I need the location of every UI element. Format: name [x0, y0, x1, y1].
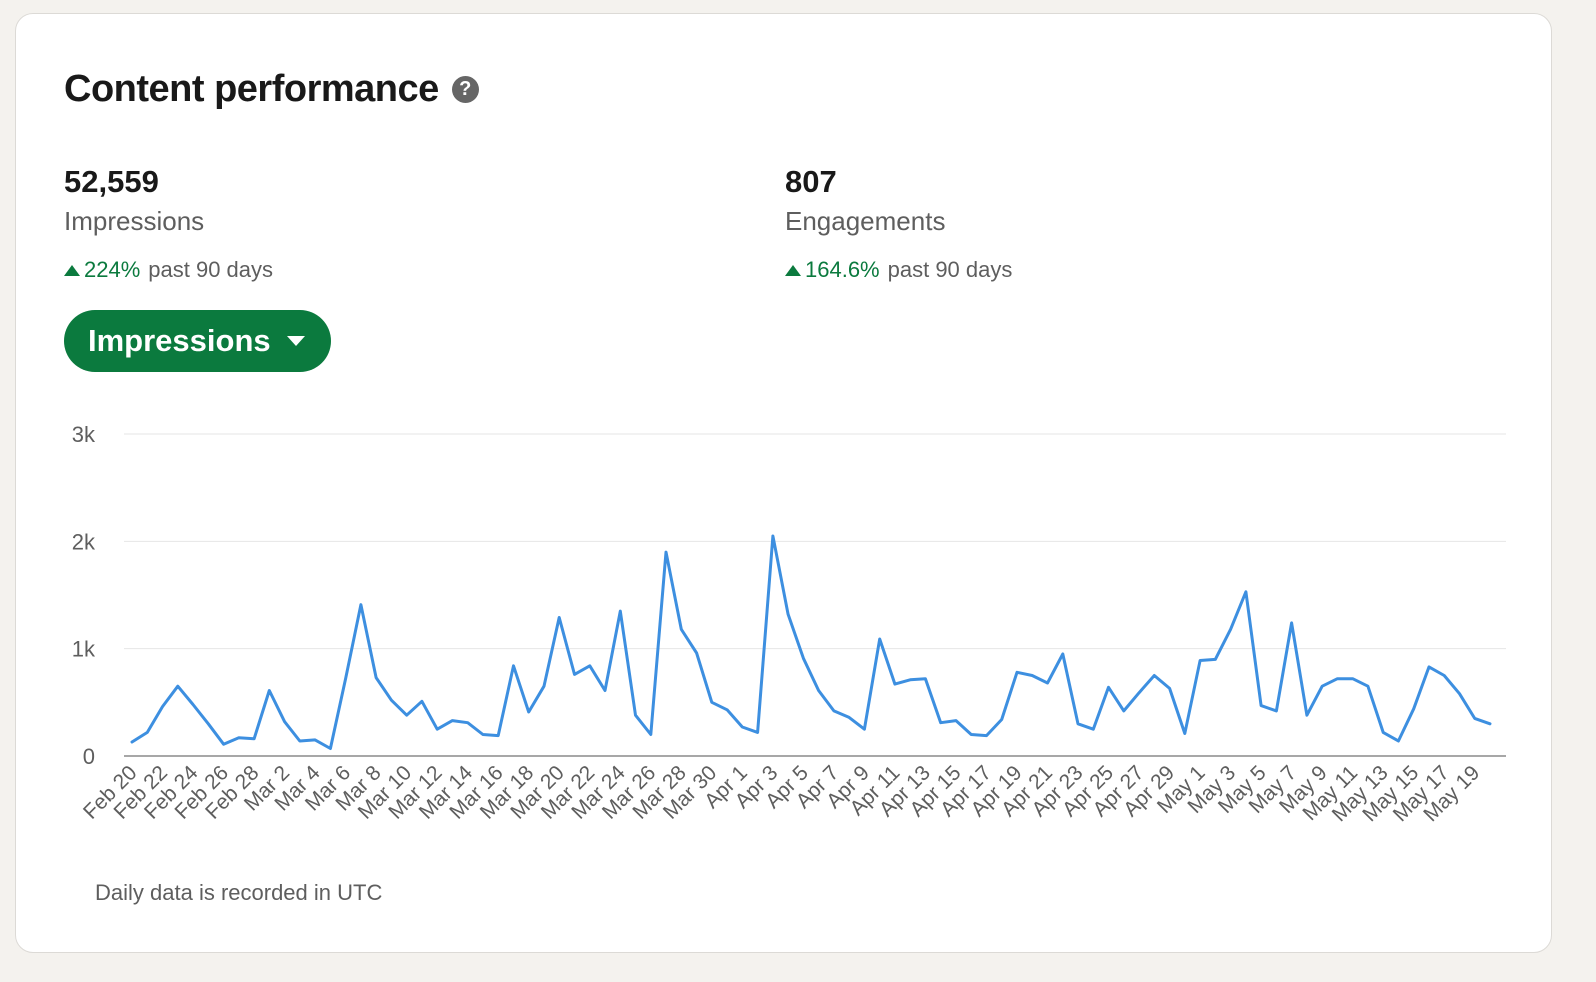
- impressions-metric: 52,559 Impressions 224% past 90 days: [64, 164, 273, 283]
- y-tick-label: 2k: [72, 529, 96, 554]
- impressions-change: 224% past 90 days: [64, 257, 273, 283]
- content-performance-card: Content performance ? 52,559 Impressions…: [15, 13, 1552, 953]
- engagements-change-period: past 90 days: [887, 257, 1013, 282]
- impressions-value: 52,559: [64, 164, 159, 199]
- engagements-change-percent: 164.6%: [805, 257, 880, 282]
- impressions-label: Impressions: [64, 206, 205, 236]
- up-arrow-icon: [785, 264, 801, 276]
- engagements-change: 164.6% past 90 days: [785, 257, 1012, 283]
- metric-dropdown[interactable]: Impressions: [64, 310, 331, 372]
- engagements-metric: 807 Engagements 164.6% past 90 days: [785, 164, 1012, 283]
- up-arrow-icon: [64, 264, 80, 276]
- impressions-series-line: [130, 534, 1492, 750]
- y-tick-label: 3k: [72, 422, 96, 447]
- utc-footnote: Daily data is recorded in UTC: [95, 880, 383, 905]
- impressions-change-percent: 224%: [84, 257, 141, 282]
- dropdown-label: Impressions: [88, 323, 271, 358]
- caret-down-icon: [286, 336, 305, 346]
- engagements-value: 807: [785, 164, 837, 199]
- impressions-change-period: past 90 days: [148, 257, 274, 282]
- engagements-label: Engagements: [785, 206, 946, 236]
- question-circle-icon[interactable]: ?: [451, 76, 479, 103]
- card-title: Content performance: [64, 68, 439, 110]
- y-tick-label: 1k: [72, 637, 96, 662]
- y-tick-label: 0: [83, 744, 95, 769]
- title-row: Content performance ?: [64, 68, 479, 111]
